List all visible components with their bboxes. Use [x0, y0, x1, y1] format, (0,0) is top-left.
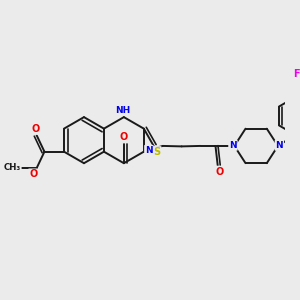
- Text: CH₃: CH₃: [4, 163, 21, 172]
- Text: O: O: [120, 132, 128, 142]
- Text: N: N: [145, 146, 153, 155]
- Text: O: O: [216, 167, 224, 177]
- Text: S: S: [154, 147, 160, 157]
- Text: N: N: [229, 141, 237, 150]
- Text: NH: NH: [115, 106, 130, 115]
- Text: O: O: [29, 169, 37, 179]
- Text: N: N: [275, 141, 283, 150]
- Text: F: F: [293, 69, 300, 79]
- Text: O: O: [31, 124, 39, 134]
